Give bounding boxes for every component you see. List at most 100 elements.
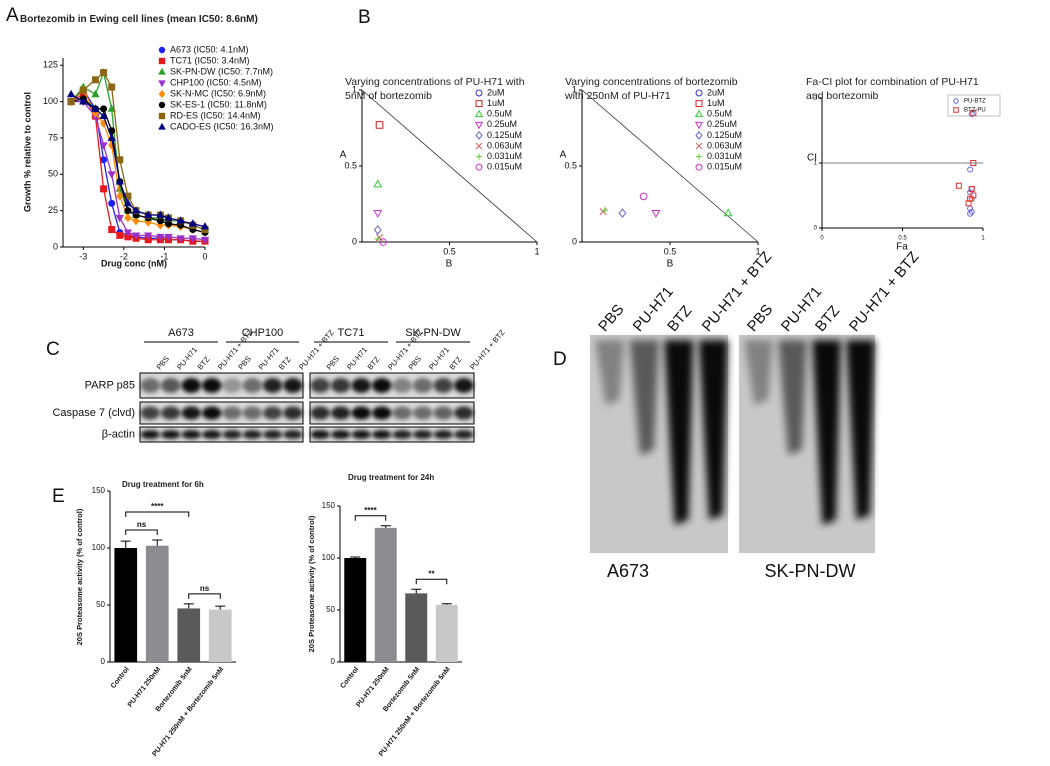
x-tick-label: Control bbox=[339, 666, 360, 690]
data-point bbox=[156, 233, 165, 242]
blot-band bbox=[310, 378, 331, 393]
data-point bbox=[123, 229, 133, 237]
blot-band bbox=[453, 406, 474, 420]
blot-band bbox=[453, 430, 474, 439]
blot-band bbox=[433, 378, 454, 393]
data-point bbox=[99, 111, 108, 120]
panel-label: E bbox=[52, 486, 65, 507]
data-point bbox=[132, 216, 140, 226]
bar bbox=[435, 604, 458, 662]
chart-title: Fa-CI plot for combination of PU-H71 and… bbox=[806, 76, 979, 102]
lane-label: PU-H71 + BTZ bbox=[468, 328, 507, 372]
blot-band bbox=[453, 378, 474, 393]
cell-line-label: CHP100 bbox=[242, 327, 284, 339]
data-point bbox=[116, 156, 124, 164]
legend-label: 1uM bbox=[487, 98, 505, 108]
significance-bracket bbox=[354, 515, 387, 521]
panel-label: C bbox=[46, 339, 60, 360]
isobole bbox=[581, 89, 759, 243]
bar bbox=[405, 593, 428, 662]
significance-label: ns bbox=[137, 520, 147, 529]
blot-band bbox=[160, 430, 181, 439]
legend-marker bbox=[694, 109, 704, 118]
legend-label: SK-PN-DW (IC50: 7.7nM) bbox=[170, 66, 273, 76]
blot-band bbox=[181, 378, 202, 393]
lane-label: BTZ bbox=[664, 302, 695, 335]
legend-marker bbox=[158, 112, 166, 120]
bar bbox=[374, 527, 397, 662]
blot-smear bbox=[698, 340, 728, 520]
legend-label: SK-N-MC (IC50: 6.9nM) bbox=[170, 88, 266, 98]
x-tick-label: 0.5 bbox=[664, 246, 677, 256]
data-point bbox=[107, 171, 116, 179]
data-point bbox=[723, 208, 733, 217]
blot-band bbox=[201, 406, 222, 420]
legend-label: 0.063uM bbox=[487, 140, 522, 150]
x-axis-label: Drug conc (nM) bbox=[101, 258, 167, 268]
error-bar bbox=[350, 556, 361, 558]
data-point bbox=[116, 191, 124, 201]
legend-marker bbox=[158, 122, 166, 130]
cell-line-label: A673 bbox=[607, 561, 649, 581]
blot-band bbox=[222, 430, 242, 439]
error-bar bbox=[152, 539, 163, 546]
lane-label: PU-H71 bbox=[345, 345, 369, 371]
blot-smear bbox=[595, 340, 625, 405]
bar bbox=[344, 558, 367, 662]
lane-label: PBS bbox=[154, 354, 171, 371]
significance-label: **** bbox=[151, 502, 164, 511]
lane-label: PBS bbox=[406, 354, 423, 371]
legend-label: CHP100 (IC50: 4.5nM) bbox=[170, 77, 262, 87]
blot-band bbox=[222, 378, 242, 393]
blot-band bbox=[181, 406, 202, 420]
lane-label: PBS bbox=[236, 354, 253, 371]
data-point bbox=[100, 69, 108, 77]
blot-smear bbox=[778, 340, 807, 455]
blot-smear bbox=[744, 340, 773, 405]
y-tick-label: 0 bbox=[101, 657, 106, 666]
y-tick-label: 0.5 bbox=[564, 160, 577, 170]
lane-label: PBS bbox=[744, 301, 776, 335]
legend-marker bbox=[475, 163, 483, 171]
legend-label: 0.015uM bbox=[487, 162, 522, 172]
legend-label: 2uM bbox=[707, 87, 725, 97]
data-point bbox=[375, 121, 384, 129]
blot-smear bbox=[664, 340, 694, 525]
blot-band bbox=[181, 430, 202, 439]
y-axis-label: A bbox=[340, 150, 347, 161]
y-tick-label: 50 bbox=[96, 600, 105, 609]
chart-title: Drug treatment for 6h bbox=[122, 480, 204, 489]
isobole bbox=[361, 89, 538, 243]
data-point bbox=[188, 235, 197, 243]
x-tick-label: -3 bbox=[79, 251, 87, 261]
legend-marker bbox=[158, 46, 166, 54]
legend-marker bbox=[474, 109, 484, 118]
data-point bbox=[116, 231, 124, 239]
blot-band bbox=[242, 406, 263, 420]
legend-marker bbox=[158, 80, 166, 88]
chart-title: Drug treatment for 24h bbox=[348, 473, 435, 482]
blot-band bbox=[412, 406, 433, 420]
error-bar bbox=[120, 540, 131, 548]
legend-label: 2uM bbox=[487, 87, 505, 97]
data-point bbox=[970, 160, 977, 166]
legend-label: 0.031uM bbox=[487, 151, 522, 161]
legend-marker bbox=[158, 89, 166, 99]
blot-band bbox=[201, 430, 222, 439]
x-tick-label: 0 bbox=[202, 251, 207, 261]
significance-bracket bbox=[188, 593, 221, 599]
data-point bbox=[968, 111, 975, 118]
data-point bbox=[200, 222, 210, 230]
legend-label: 0.063uM bbox=[707, 140, 742, 150]
data-point bbox=[379, 238, 387, 246]
lane-label: BTZ bbox=[447, 355, 463, 372]
data-point bbox=[108, 226, 116, 234]
y-tick-label: 0 bbox=[814, 226, 818, 232]
legend-marker bbox=[158, 67, 166, 75]
significance-label: ns bbox=[200, 584, 210, 593]
cell-line-label: SK-PN-DW bbox=[765, 561, 856, 581]
y-tick-label: 150 bbox=[92, 486, 106, 495]
data-point bbox=[91, 104, 100, 112]
error-bar bbox=[380, 525, 391, 528]
